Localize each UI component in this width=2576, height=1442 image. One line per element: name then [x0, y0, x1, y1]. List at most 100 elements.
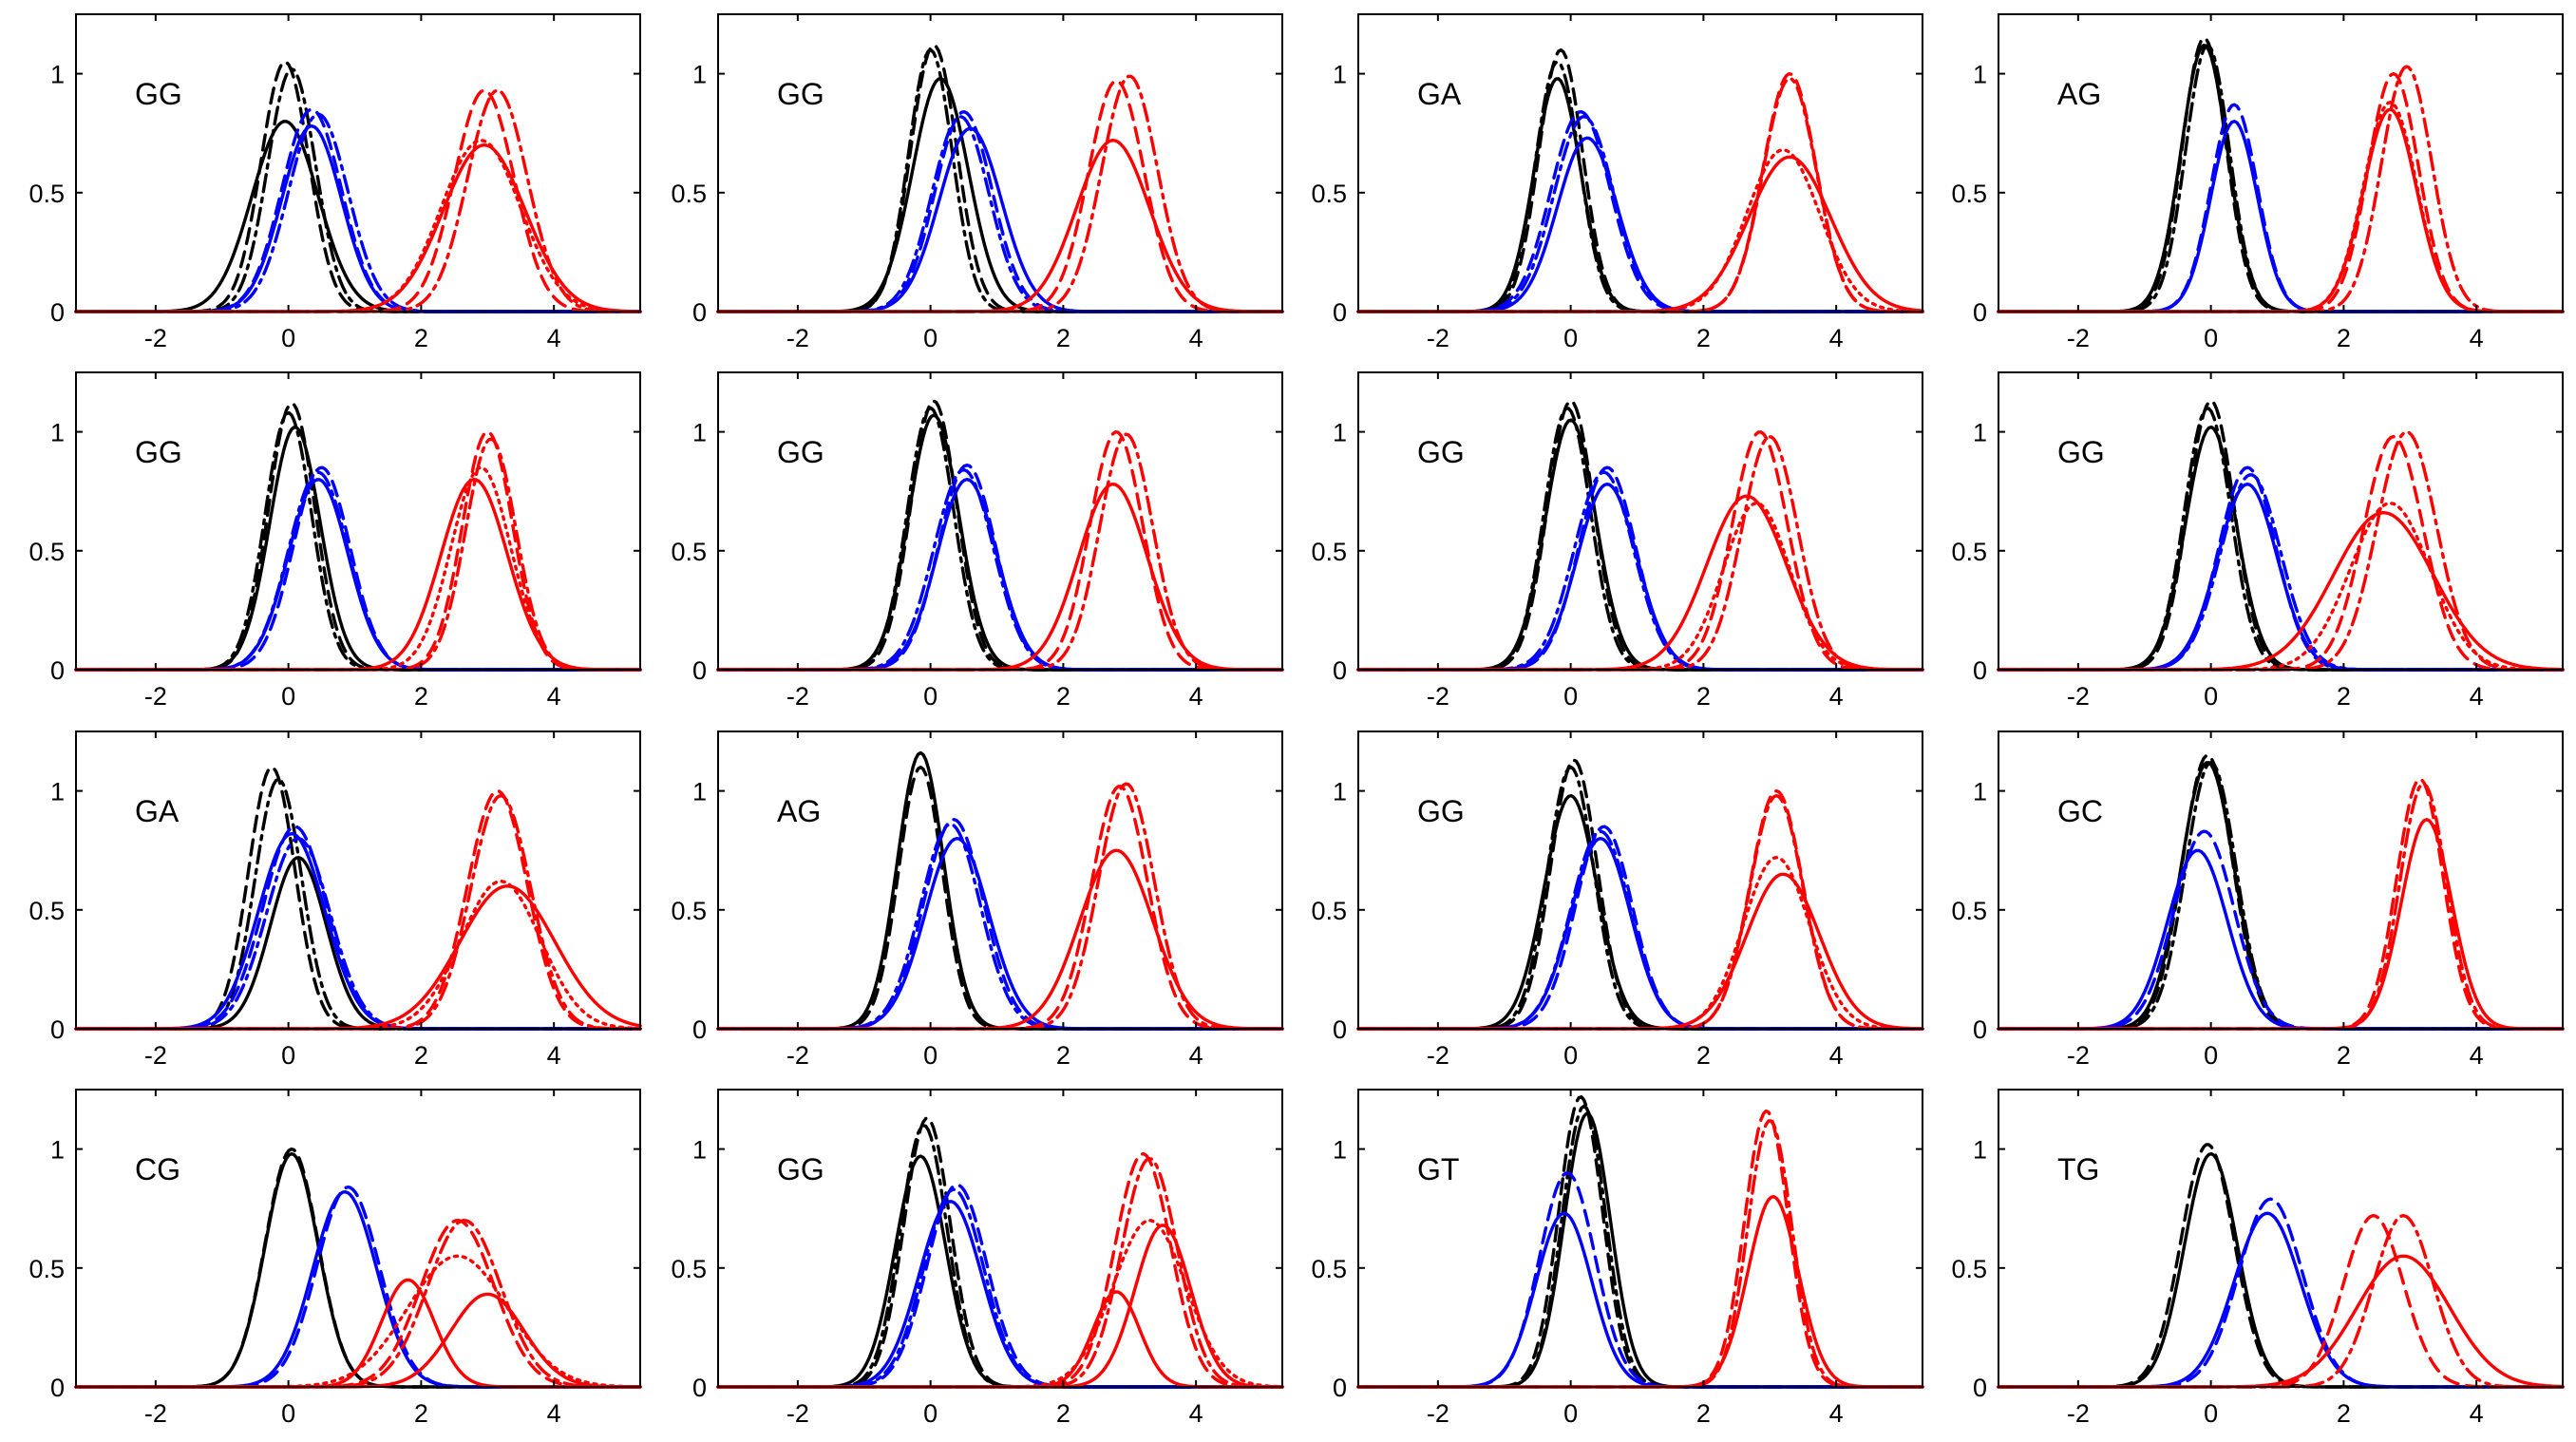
x-tick-label: 4: [2470, 1399, 2484, 1428]
x-tick-label: 2: [2337, 324, 2351, 352]
series-blue-dashed: [716, 1183, 1284, 1389]
panel-9: -2 0 2 4 0 0.5 1 GA: [28, 730, 642, 1070]
x-tick-label: 4: [547, 682, 561, 711]
x-tick-label: 4: [2470, 1041, 2484, 1070]
x-tick-label: 4: [1829, 324, 1844, 352]
y-tick-label: 1: [1333, 61, 1347, 89]
x-tick-label: 4: [1829, 1041, 1844, 1070]
y-tick-label: 0.5: [1951, 180, 1987, 208]
axes-frame: [717, 730, 1283, 1030]
y-tick-label: 0: [1973, 298, 1987, 327]
series-red-solid: [1356, 494, 1924, 672]
y-tick-label: 0.5: [28, 538, 65, 566]
panel-label: CG: [135, 1152, 180, 1186]
x-tick-label: -2: [144, 324, 167, 352]
x-tick-label: -2: [2067, 682, 2090, 711]
x-tick-label: 0: [2204, 1041, 2218, 1070]
axes-frame: [1357, 1089, 1923, 1388]
x-tick-label: 4: [1189, 682, 1203, 711]
x-tick-label: -2: [1427, 682, 1449, 711]
x-tick-label: 0: [923, 324, 938, 352]
series-blue-solid: [74, 1190, 642, 1389]
x-tick-label: 4: [1189, 324, 1203, 352]
panel-7: -2 0 2 4 0 0.5 1 GG: [1311, 371, 1924, 711]
x-tick-label: 4: [2470, 682, 2484, 711]
y-tick-label: 0.5: [1951, 538, 1987, 566]
y-tick-label: 0.5: [28, 180, 65, 208]
series-red-dashdot: [716, 432, 1284, 672]
series-red-solid: [1356, 155, 1924, 313]
series-black-solid: [716, 1154, 1284, 1389]
panel-label: GG: [777, 435, 824, 469]
x-tick-label: -2: [144, 1399, 167, 1428]
x-tick-label: 0: [923, 682, 938, 711]
series-blue-dashed: [1356, 465, 1924, 672]
y-tick-label: 0.5: [671, 897, 707, 925]
axes-frame: [75, 13, 641, 313]
y-tick-label: 1: [1333, 419, 1347, 447]
y-tick-label: 0.5: [1311, 1255, 1347, 1283]
panel-label: TG: [2057, 1152, 2099, 1186]
y-tick-label: 1: [692, 61, 707, 89]
series-blue-dashed: [1997, 103, 2565, 313]
axes-frame: [1998, 371, 2564, 671]
y-tick-label: 1: [1333, 1136, 1347, 1165]
axes-frame: [1998, 730, 2564, 1030]
x-tick-label: 0: [923, 1399, 938, 1428]
series-blue-dashed: [74, 465, 642, 672]
panel-4: -2 0 2 4 0 0.5 1 AG: [1951, 13, 2565, 352]
x-tick-label: 0: [281, 1041, 295, 1070]
x-tick-label: 0: [281, 324, 295, 352]
y-tick-label: 0: [692, 1015, 707, 1044]
x-tick-label: 2: [1696, 1399, 1711, 1428]
y-tick-label: 0.5: [1951, 897, 1987, 925]
y-tick-label: 1: [50, 1136, 65, 1165]
series-red-solid: [1997, 1254, 2565, 1389]
series-red-solid: [1997, 511, 2565, 672]
series-red-dashdot: [74, 437, 642, 672]
axes-frame: [1998, 1089, 2564, 1388]
panel-label: AG: [2057, 77, 2101, 111]
axes-frame: [1357, 13, 1923, 313]
series-red-solid: [74, 884, 642, 1031]
panel-label: GG: [777, 77, 824, 111]
x-tick-label: 2: [414, 324, 428, 352]
series-blue-dashed: [1356, 110, 1924, 313]
x-tick-label: 0: [1563, 682, 1578, 711]
y-tick-label: 0: [1333, 1374, 1347, 1402]
y-tick-label: 1: [1973, 778, 1987, 806]
series-black-solid: [74, 1151, 642, 1389]
y-tick-label: 0: [1973, 1374, 1987, 1402]
x-tick-label: 2: [1056, 1041, 1070, 1070]
x-tick-label: -2: [2067, 1041, 2090, 1070]
y-tick-label: 0: [1973, 656, 1987, 685]
x-tick-label: 2: [1696, 324, 1711, 352]
x-tick-label: 4: [547, 1041, 561, 1070]
series-blue-dashed: [716, 464, 1284, 672]
y-tick-label: 1: [50, 419, 65, 447]
series-blue-solid: [716, 837, 1284, 1031]
axes-frame: [75, 1089, 641, 1388]
panel-label: AG: [777, 794, 821, 828]
series-red-dashed: [716, 1152, 1284, 1389]
y-tick-label: 1: [1973, 61, 1987, 89]
axes-frame: [717, 13, 1283, 313]
y-tick-label: 0.5: [1311, 180, 1347, 208]
series-red-dotted: [1356, 502, 1924, 672]
series-red-dashdot: [1356, 793, 1924, 1031]
x-tick-label: 0: [923, 1041, 938, 1070]
panel-5: -2 0 2 4 0 0.5 1 GG: [28, 371, 642, 711]
series-blue-dashed: [1356, 1171, 1924, 1389]
x-tick-label: 4: [547, 1399, 561, 1428]
x-tick-label: 0: [2204, 324, 2218, 352]
series-red-dashdot: [1997, 1214, 2565, 1389]
series-blue-dashed: [1356, 825, 1924, 1031]
x-tick-label: -2: [1427, 324, 1449, 352]
panel-15: -2 0 2 4 0 0.5 1 GT: [1311, 1089, 1924, 1428]
x-tick-label: -2: [2067, 1399, 2090, 1428]
series-blue-solid: [1997, 1211, 2565, 1389]
y-tick-label: 0.5: [671, 1255, 707, 1283]
panel-12: -2 0 2 4 0 0.5 1 GC: [1951, 730, 2565, 1070]
y-tick-label: 0: [50, 656, 65, 685]
